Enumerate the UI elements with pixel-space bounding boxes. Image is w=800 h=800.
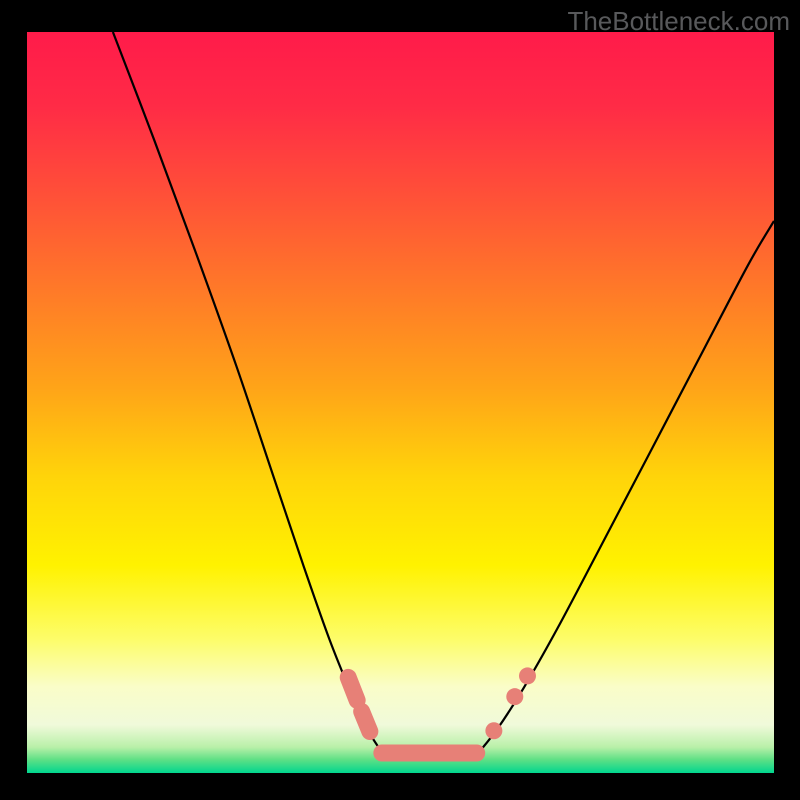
marker-dot xyxy=(506,688,523,705)
marker-dot xyxy=(485,722,502,739)
marker-capsule xyxy=(348,677,357,700)
marker-capsule xyxy=(362,711,370,731)
watermark-text: TheBottleneck.com xyxy=(567,6,790,37)
bottleneck-plot xyxy=(0,0,800,800)
marker-dot xyxy=(519,667,536,684)
gradient-background xyxy=(27,32,774,773)
chart-canvas: TheBottleneck.com xyxy=(0,0,800,800)
